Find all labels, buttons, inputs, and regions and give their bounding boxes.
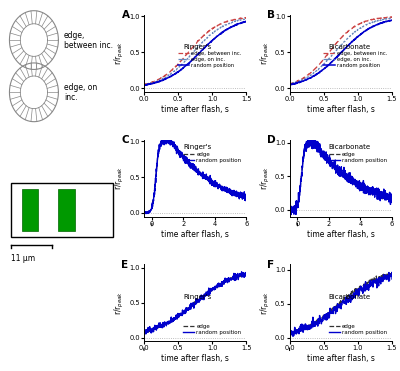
X-axis label: time after flash, s: time after flash, s [161, 354, 229, 363]
Text: Bicarbonate: Bicarbonate [328, 293, 370, 299]
Text: Ringer's: Ringer's [183, 144, 211, 150]
Legend: edge, between inc., edge, on inc., random position: edge, between inc., edge, on inc., rando… [176, 49, 244, 70]
Legend: edge, random position: edge, random position [181, 321, 244, 337]
Bar [11, 183, 113, 237]
Text: 11 µm: 11 µm [11, 254, 35, 263]
Y-axis label: r/r$_{peak}$: r/r$_{peak}$ [259, 166, 272, 190]
Text: Ringer's: Ringer's [183, 293, 211, 299]
Y-axis label: r/r$_{peak}$: r/r$_{peak}$ [113, 291, 126, 315]
Y-axis label: r/r$_{peak}$: r/r$_{peak}$ [259, 291, 272, 315]
Text: D: D [267, 135, 276, 145]
Text: Bicarbonate: Bicarbonate [328, 44, 370, 50]
Y-axis label: r/r$_{peak}$: r/r$_{peak}$ [113, 166, 126, 190]
Legend: edge, random position: edge, random position [326, 321, 389, 337]
X-axis label: time after flash, s: time after flash, s [161, 105, 229, 114]
Y-axis label: r/r$_{peak}$: r/r$_{peak}$ [113, 41, 126, 65]
Text: A: A [122, 10, 130, 20]
Text: edge,: edge, [64, 31, 85, 40]
X-axis label: time after flash, s: time after flash, s [307, 230, 375, 239]
Legend: edge, between inc., edge, on inc., random position: edge, between inc., edge, on inc., rando… [321, 49, 389, 70]
Text: Bicarbonate: Bicarbonate [328, 144, 370, 150]
Text: Ringer's: Ringer's [183, 44, 211, 50]
X-axis label: time after flash, s: time after flash, s [161, 230, 229, 239]
Text: E: E [122, 260, 128, 270]
Text: between inc.: between inc. [64, 41, 113, 50]
X-axis label: time after flash, s: time after flash, s [307, 354, 375, 363]
Text: C: C [122, 135, 129, 145]
Text: B: B [267, 10, 275, 20]
Text: edge, on: edge, on [64, 83, 97, 92]
Legend: edge, random position: edge, random position [326, 150, 389, 165]
Text: F: F [267, 260, 274, 270]
Y-axis label: r/r$_{peak}$: r/r$_{peak}$ [259, 41, 272, 65]
Bar [22, 189, 38, 231]
Legend: edge, random position: edge, random position [181, 150, 244, 165]
Bar [58, 189, 75, 231]
Text: inc.: inc. [64, 93, 78, 102]
X-axis label: time after flash, s: time after flash, s [307, 105, 375, 114]
